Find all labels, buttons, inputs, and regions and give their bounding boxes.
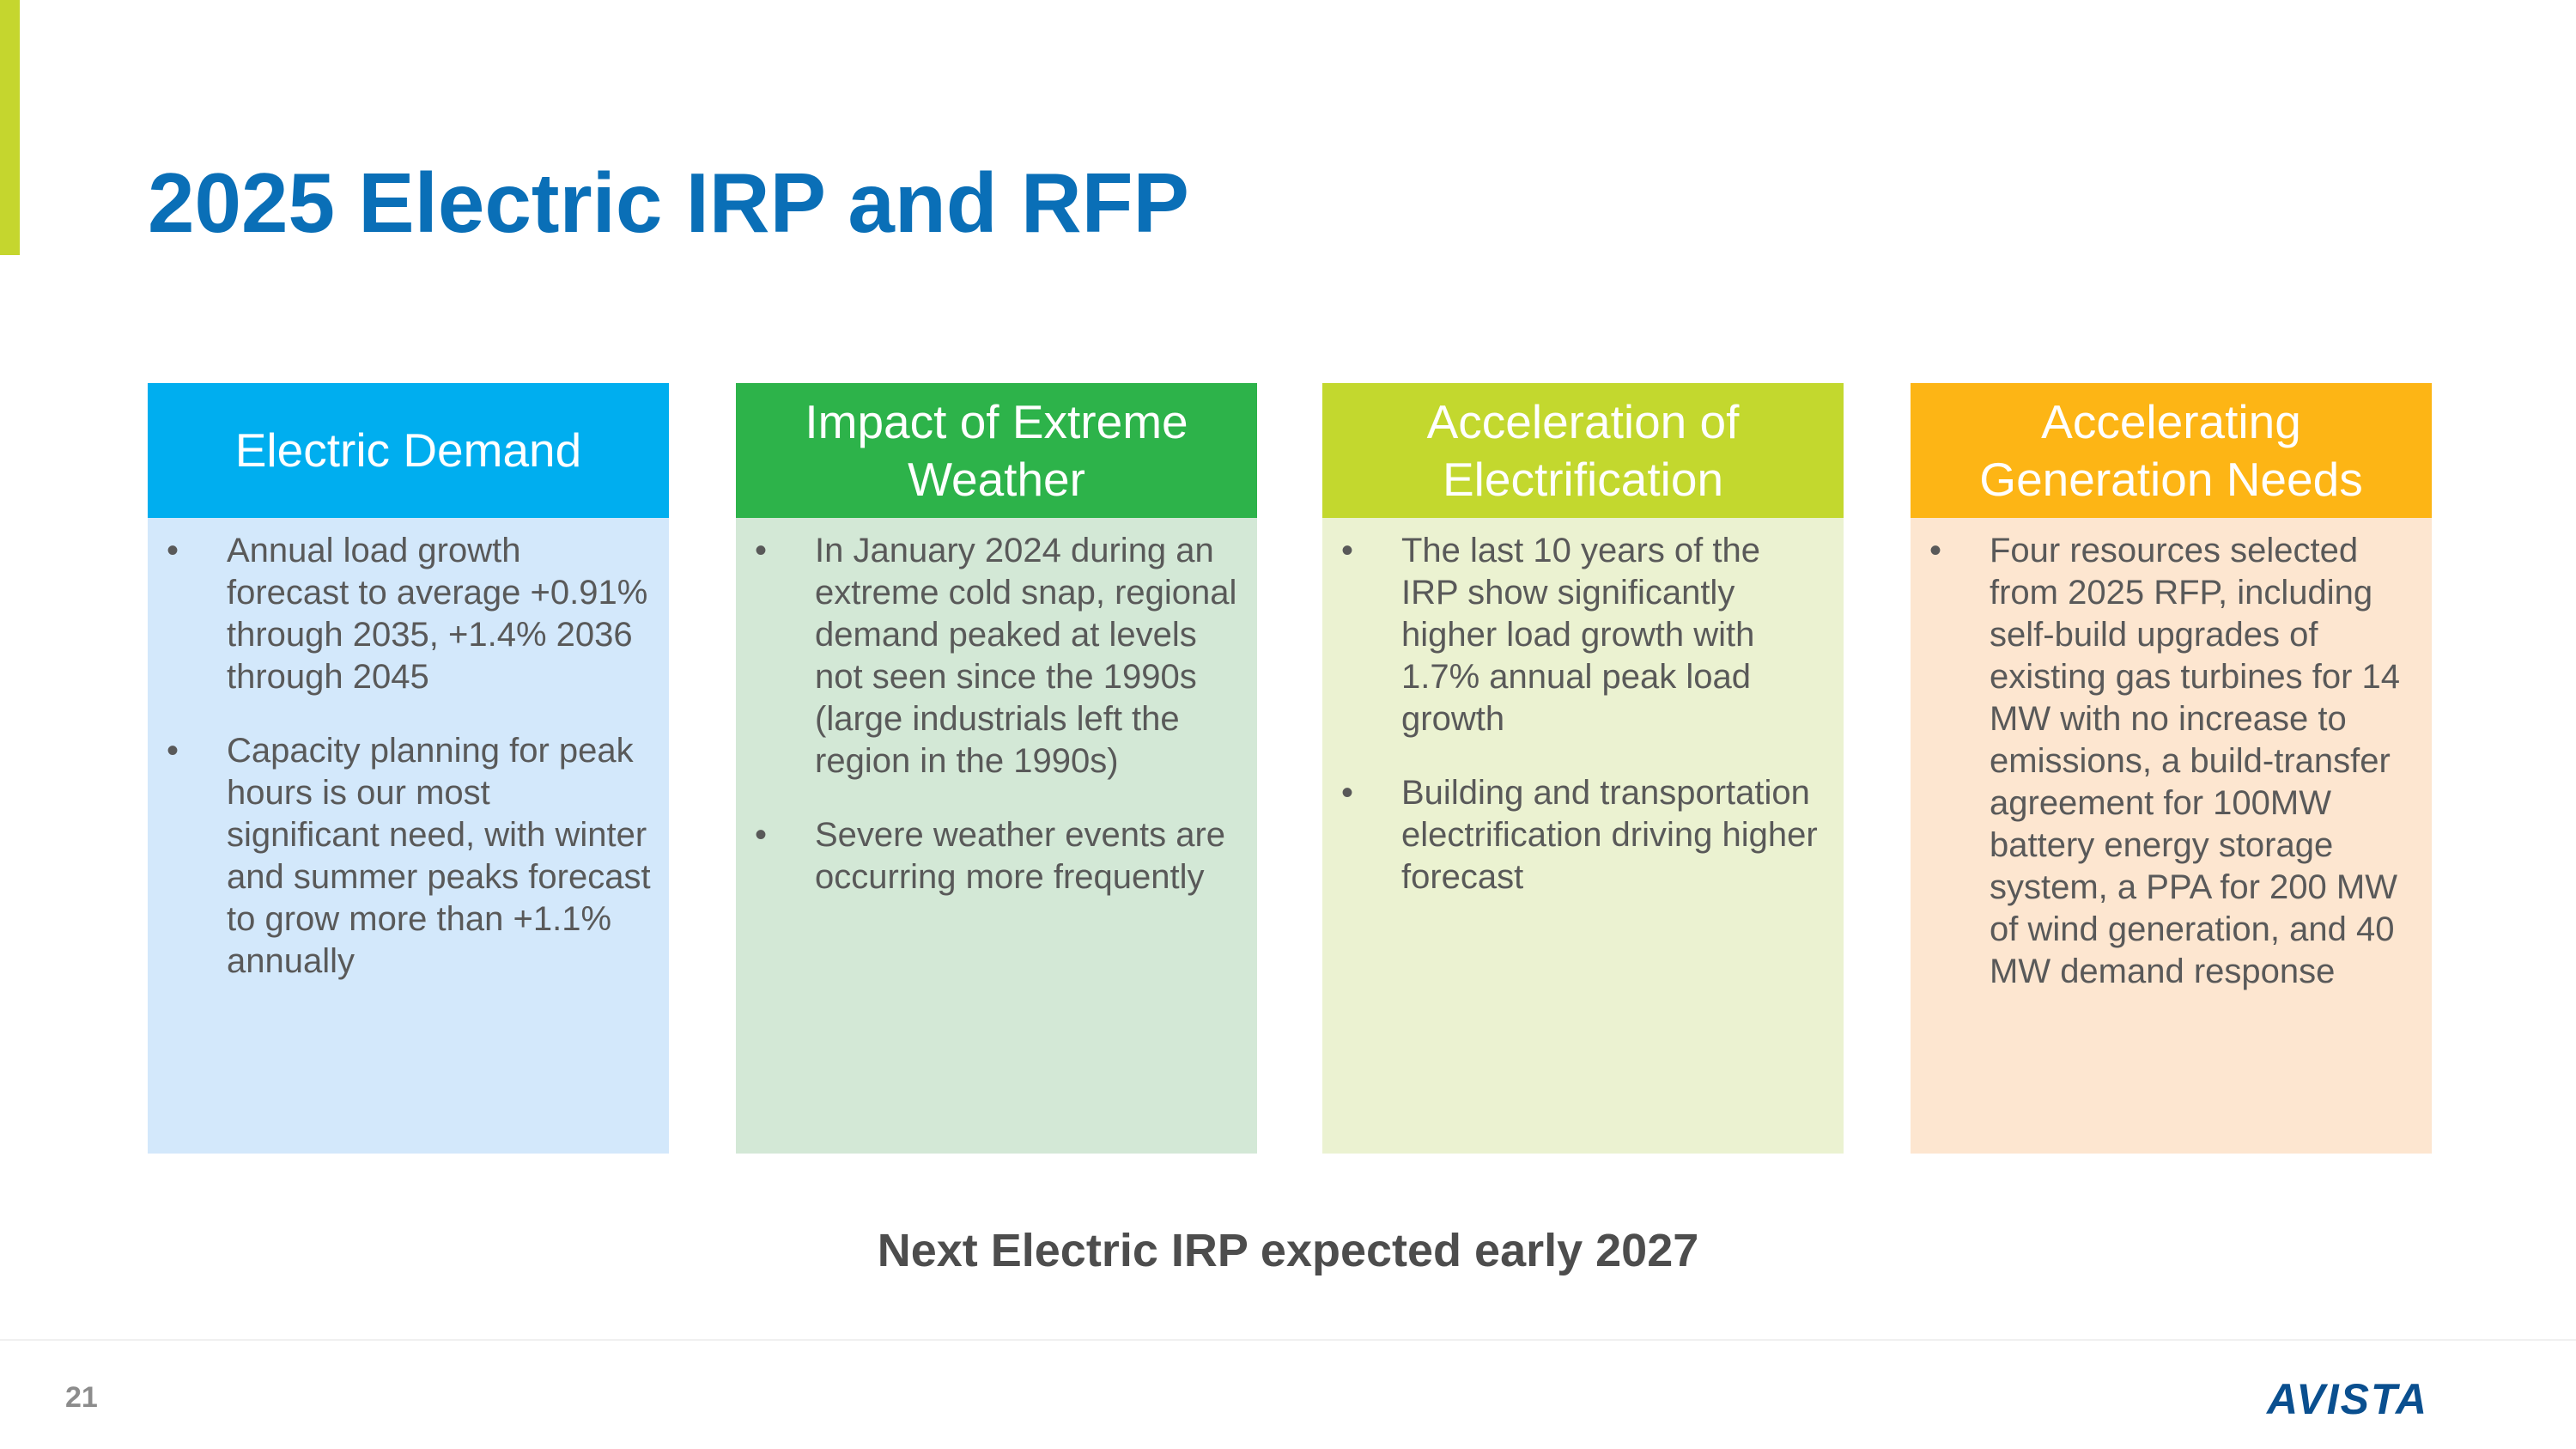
bullet: Severe weather events are occurring more… <box>736 814 1240 898</box>
column-body: In January 2024 during an extreme cold s… <box>736 518 1257 1154</box>
column-heading: Electric Demand <box>148 383 669 518</box>
slide-title: 2025 Electric IRP and RFP <box>148 155 1189 250</box>
column-heading: Acceleration of Electrification <box>1322 383 1844 518</box>
page-number: 21 <box>65 1381 98 1414</box>
column-heading: Accelerating Generation Needs <box>1911 383 2432 518</box>
logo: AVISTA <box>2267 1375 2428 1423</box>
column-heading: Impact of Extreme Weather <box>736 383 1257 518</box>
footer-rule <box>0 1339 2576 1341</box>
bullet: Capacity planning for peak hours is our … <box>148 730 652 983</box>
bullet-list: Four resources selected from 2025 RFP, i… <box>1911 530 2415 993</box>
bullet: The last 10 years of the IRP show signif… <box>1322 530 1826 740</box>
footer-note: Next Electric IRP expected early 2027 <box>877 1225 1699 1276</box>
column: Electric DemandAnnual load growth foreca… <box>148 383 669 1154</box>
column-body: The last 10 years of the IRP show signif… <box>1322 518 1844 1154</box>
bullet: Annual load growth forecast to average +… <box>148 530 652 698</box>
bullet: Four resources selected from 2025 RFP, i… <box>1911 530 2415 993</box>
column: Impact of Extreme WeatherIn January 2024… <box>736 383 1257 1154</box>
bullet-list: The last 10 years of the IRP show signif… <box>1322 530 1826 898</box>
column-body: Four resources selected from 2025 RFP, i… <box>1911 518 2432 1154</box>
column: Accelerating Generation NeedsFour resour… <box>1911 383 2432 1154</box>
column: Acceleration of ElectrificationThe last … <box>1322 383 1844 1154</box>
bullet-list: Annual load growth forecast to average +… <box>148 530 652 983</box>
accent-bar <box>0 0 20 255</box>
bullet-list: In January 2024 during an extreme cold s… <box>736 530 1240 898</box>
bullet: Building and transportation electrificat… <box>1322 772 1826 898</box>
column-body: Annual load growth forecast to average +… <box>148 518 669 1154</box>
bullet: In January 2024 during an extreme cold s… <box>736 530 1240 782</box>
